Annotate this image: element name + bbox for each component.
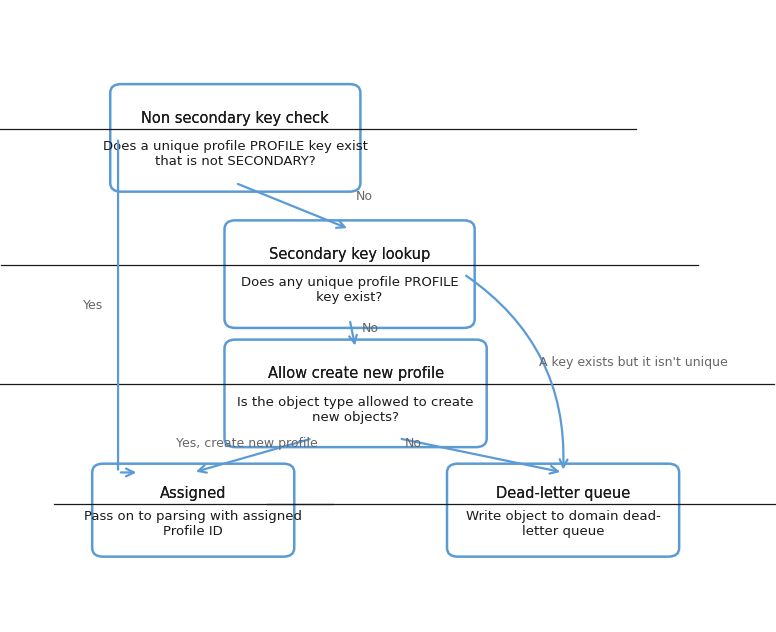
Text: Secondary key lookup: Secondary key lookup bbox=[269, 247, 430, 262]
FancyBboxPatch shape bbox=[110, 84, 360, 191]
FancyBboxPatch shape bbox=[447, 464, 679, 557]
Text: Secondary key lookup: Secondary key lookup bbox=[269, 247, 430, 262]
Text: A key exists but it isn't unique: A key exists but it isn't unique bbox=[539, 356, 728, 370]
Text: Assigned: Assigned bbox=[160, 486, 227, 501]
Text: No: No bbox=[405, 437, 422, 450]
Text: Write object to domain dead-
letter queue: Write object to domain dead- letter queu… bbox=[466, 510, 660, 538]
Text: Non secondary key check: Non secondary key check bbox=[141, 111, 329, 126]
Text: Pass on to parsing with assigned
Profile ID: Pass on to parsing with assigned Profile… bbox=[85, 510, 302, 538]
Text: Dead-letter queue: Dead-letter queue bbox=[496, 486, 630, 501]
Text: Yes: Yes bbox=[83, 299, 103, 312]
FancyBboxPatch shape bbox=[224, 221, 475, 328]
Text: Non secondary key check: Non secondary key check bbox=[141, 111, 329, 126]
FancyBboxPatch shape bbox=[224, 339, 487, 447]
Text: Does any unique profile PROFILE
key exist?: Does any unique profile PROFILE key exis… bbox=[241, 276, 459, 305]
Text: Allow create new profile: Allow create new profile bbox=[268, 366, 444, 381]
Text: Allow create new profile: Allow create new profile bbox=[268, 366, 444, 381]
Text: No: No bbox=[355, 190, 372, 203]
Text: Yes, create new profile: Yes, create new profile bbox=[176, 437, 317, 450]
Text: Dead-letter queue: Dead-letter queue bbox=[496, 486, 630, 501]
Text: Does a unique profile PROFILE key exist
that is not SECONDARY?: Does a unique profile PROFILE key exist … bbox=[103, 140, 368, 168]
FancyBboxPatch shape bbox=[92, 464, 294, 557]
Text: No: No bbox=[362, 322, 379, 336]
FancyArrowPatch shape bbox=[466, 276, 567, 467]
Text: Assigned: Assigned bbox=[160, 486, 227, 501]
Text: Is the object type allowed to create
new objects?: Is the object type allowed to create new… bbox=[237, 396, 474, 423]
